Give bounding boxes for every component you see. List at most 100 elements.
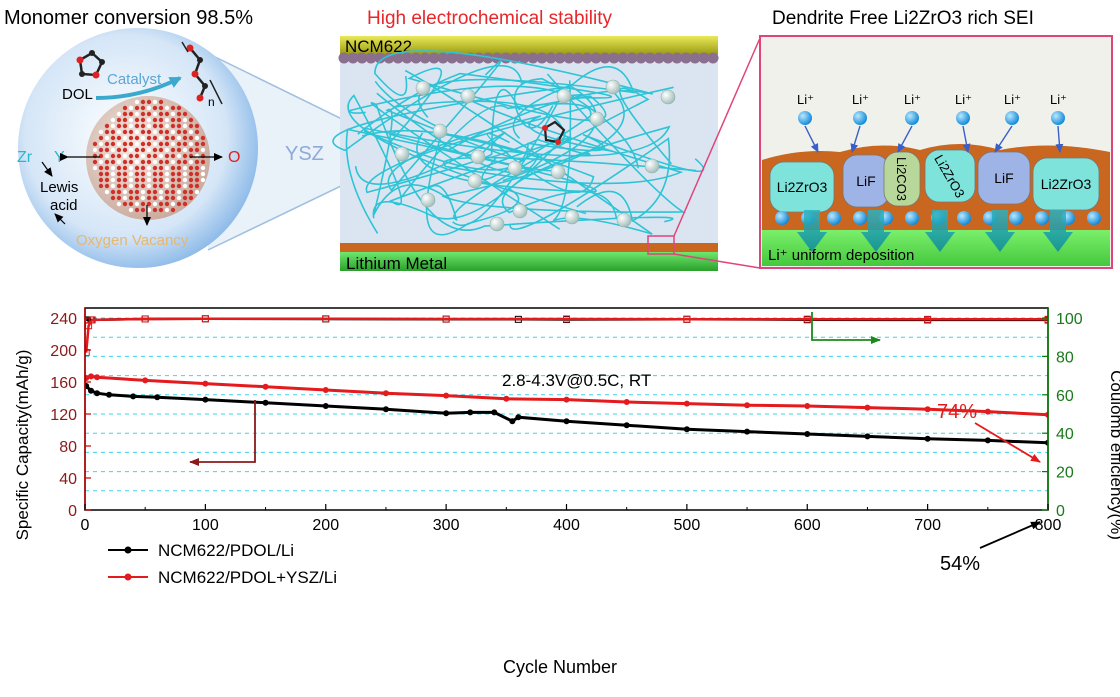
lattice-atom — [170, 147, 176, 153]
lattice-atom — [146, 159, 152, 165]
series-point — [106, 391, 113, 398]
lattice-atom — [104, 159, 110, 165]
li-ion-path-arrow — [962, 125, 971, 153]
li-ion-path-arrow — [804, 125, 819, 153]
lattice-atom — [170, 123, 176, 129]
x-tick-label: 100 — [192, 517, 219, 534]
li-ion-sphere — [1051, 111, 1065, 125]
lattice-atom — [128, 153, 134, 159]
lattice-atom — [134, 159, 140, 165]
li-ion-icon: Li⁺ — [897, 92, 921, 153]
series-1 — [85, 383, 1048, 446]
cathode-bead — [455, 52, 467, 64]
series-point — [864, 433, 871, 440]
sei-blob: LiF — [842, 154, 890, 208]
lattice-atom — [152, 111, 158, 117]
lattice-atom — [116, 165, 122, 171]
lattice-atom — [110, 177, 116, 183]
series-2 — [85, 373, 1048, 418]
uniform-deposition-arrow — [925, 210, 955, 252]
lattice-atom — [128, 105, 134, 111]
lattice-atom — [200, 171, 206, 177]
lattice-atom — [146, 123, 152, 129]
polymer-chain-icon — [181, 41, 223, 105]
lattice-atom — [92, 141, 98, 147]
lattice-atom — [152, 201, 158, 207]
lattice-atom — [188, 141, 194, 147]
lattice-atom — [164, 165, 170, 171]
sei-blob: Li2ZrO3 — [1032, 157, 1100, 211]
polymer-n-subscript: n — [208, 95, 215, 109]
lattice-atom — [182, 129, 188, 135]
lattice-atom — [110, 183, 116, 189]
x-axis-ticks: 0 100 200 300 400 500 600 700 800 — [81, 504, 1061, 534]
series-point — [443, 392, 450, 399]
lattice-atom — [188, 117, 194, 123]
x-tick-label: 700 — [914, 517, 941, 534]
y-right-axis-title: Coulomb efficiency(%) — [1107, 370, 1120, 540]
lattice-atom — [176, 153, 182, 159]
lattice-atom — [164, 147, 170, 153]
lattice-atom — [128, 177, 134, 183]
sei-blob: LiF — [977, 151, 1031, 205]
lattice-atom — [134, 123, 140, 129]
lattice-atom — [164, 141, 170, 147]
cycling-chart: 0 100 200 300 400 500 600 700 800 04080120160200… — [13, 307, 1120, 677]
cathode-bead — [365, 52, 377, 64]
ysz-label: YSZ — [285, 143, 324, 165]
lattice-atom — [188, 189, 194, 195]
lattice-atom — [158, 153, 164, 159]
series-point — [202, 396, 209, 403]
y-right-axis-ticks: 0 20 40 60 80 100 — [1042, 311, 1083, 520]
x-tick-label: 500 — [674, 517, 701, 534]
series-point — [924, 435, 931, 442]
lattice-atom — [140, 171, 146, 177]
retention-label-ysz: 74% — [937, 401, 977, 423]
lattice-atom — [158, 129, 164, 135]
lattice-atom — [158, 135, 164, 141]
li-ion-sphere — [853, 111, 867, 125]
y-left-tick-label: 80 — [59, 439, 77, 456]
lattice-atom — [158, 111, 164, 117]
lattice-atom — [122, 123, 128, 129]
lattice-atom — [176, 159, 182, 165]
lattice-atom — [116, 153, 122, 159]
lattice-atom — [176, 105, 182, 111]
legend-item-ysz: NCM622/PDOL+YSZ/Li — [108, 568, 337, 587]
sei-blob: Li2ZrO3 — [769, 161, 835, 213]
lattice-atom — [110, 189, 116, 195]
sei-title-text: Dendrite Free Li2ZrO3 rich SEI — [772, 8, 1034, 29]
lattice-atom — [128, 135, 134, 141]
series-point — [322, 315, 330, 323]
lattice-atom — [200, 165, 206, 171]
lattice-atom — [158, 195, 164, 201]
lattice-atom — [164, 129, 170, 135]
lattice-atom — [158, 201, 164, 207]
cathode-bead — [401, 52, 413, 64]
lattice-atom — [134, 183, 140, 189]
chart-legend: NCM622/PDOL/Li NCM622/PDOL+YSZ/Li — [108, 541, 337, 587]
lattice-atom — [176, 177, 182, 183]
ysz-nanoparticle — [470, 149, 486, 165]
li-ion-icon: Li⁺ — [797, 92, 819, 153]
lattice-atom — [104, 171, 110, 177]
dol-label: DOL — [62, 86, 93, 103]
lattice-atom — [98, 165, 104, 171]
lattice-atom — [146, 165, 152, 171]
lattice-atom — [116, 117, 122, 123]
sei-layer-strip — [340, 243, 718, 252]
lattice-atom — [146, 153, 152, 159]
cathode-bead — [680, 52, 692, 64]
lattice-atom — [170, 111, 176, 117]
ysz-nanoparticle — [644, 158, 660, 174]
series-point — [88, 373, 95, 380]
lattice-atom — [170, 141, 176, 147]
li-ion-label: Li⁺ — [1050, 92, 1067, 107]
lattice-atom — [146, 99, 152, 105]
deposited-li-sphere — [1035, 211, 1049, 225]
lattice-atom — [122, 183, 128, 189]
ysz-nanoparticle — [605, 79, 621, 95]
deposited-li-sphere — [853, 211, 867, 225]
lattice-atom — [116, 111, 122, 117]
lattice-atom — [152, 99, 158, 105]
